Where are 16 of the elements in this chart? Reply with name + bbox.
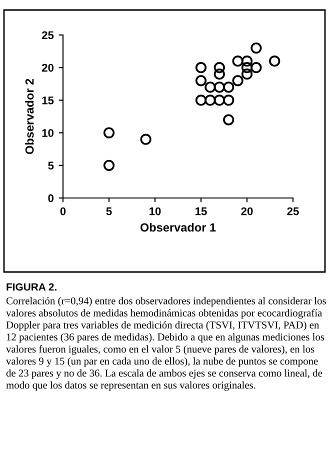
x-axis-title: Observador 1 — [140, 222, 216, 232]
y-tick-label: 5 — [48, 162, 54, 170]
x-tick-label: 15 — [196, 207, 207, 216]
x-tick-label: 0 — [60, 207, 66, 216]
y-tick-label: 0 — [48, 194, 54, 202]
x-tick-label: 25 — [287, 207, 299, 216]
y-tick-label: 25 — [42, 31, 54, 40]
x-tick-label: 20 — [241, 207, 253, 216]
y-tick-label: 15 — [42, 96, 54, 104]
y-tick-label: 10 — [42, 129, 54, 137]
x-tick-label: 10 — [150, 207, 161, 216]
text: Correlación (r=0,94) entre dos observadores independientes al considerar los valores absolutos de medidas hemodinámicas obtenidas por ecocardiografía Doppler para tres variables de medición directa (TSVI, ITVTSVI, PAD) en 12 pacientes (36 pares de medidas). Debido a que en algunas mediciones los valores fueron iguales, como en el valor 5 (nueve pares de valores), en los valores 9 y 15 (un par en cada uno de ellos), la nube de puntos se compone de 23 pares y no de 36. La escala de ambos ejes se conserva como lineal, de modo que los datos se representan en sus valores originales. — [6, 297, 326, 391]
y-axis-title: Observador 2 — [25, 78, 34, 154]
text: FIGURA 2. — [6, 283, 56, 291]
y-tick-label: 20 — [42, 64, 54, 72]
x-tick-label: 5 — [106, 207, 112, 216]
